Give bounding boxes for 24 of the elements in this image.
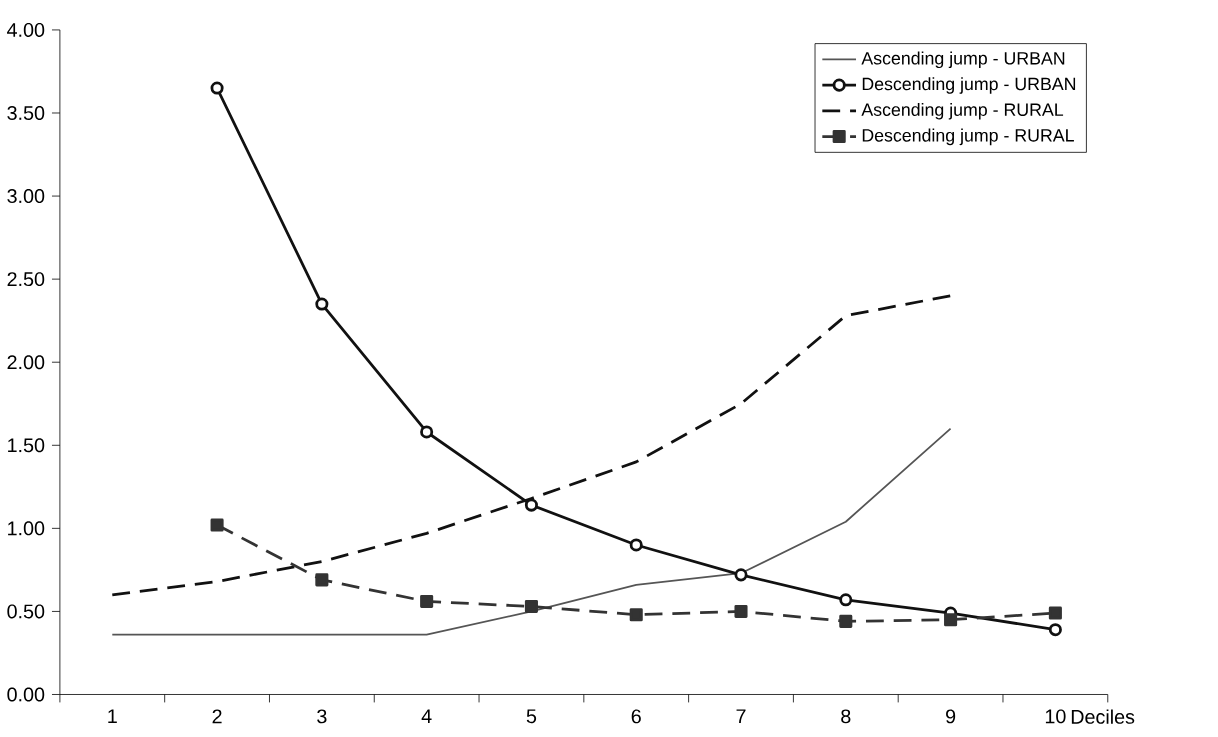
x-tick-label: 4 (421, 709, 432, 724)
x-tick-label: 2 (212, 709, 222, 724)
x-tick-label: 6 (631, 709, 641, 724)
legend-label: Descending jump - URBAN (862, 77, 1076, 94)
y-tick-label: 1.50 (8, 438, 45, 453)
x-tick-label: 5 (526, 709, 537, 724)
y-tick-label: 4.00 (7, 23, 45, 37)
y-tick-label: 2.50 (7, 272, 45, 287)
y-tick-label: 0.00 (7, 687, 45, 702)
x-tick-label: 3 (317, 709, 327, 724)
y-tick-label: 1.00 (8, 521, 45, 536)
x-tick-label: 9 (946, 709, 956, 724)
legend-label: Ascending jump - RURAL (861, 102, 1064, 120)
x-tick-label: 8 (841, 709, 851, 724)
y-tick-label: 0.50 (7, 604, 45, 619)
y-tick-label: 3.00 (7, 189, 45, 204)
legend-label: Ascending jump - URBAN (861, 51, 1065, 69)
y-tick-label: 3.50 (7, 106, 45, 121)
legend-label: Descending jump - RURAL (862, 128, 1074, 146)
x-tick-label: 1 (108, 709, 117, 724)
x-tick-label: 10 (1045, 709, 1066, 724)
y-tick-label: 2.00 (7, 355, 45, 370)
x-axis-title: Deciles (1071, 709, 1135, 724)
x-tick-label: 7 (736, 709, 746, 724)
